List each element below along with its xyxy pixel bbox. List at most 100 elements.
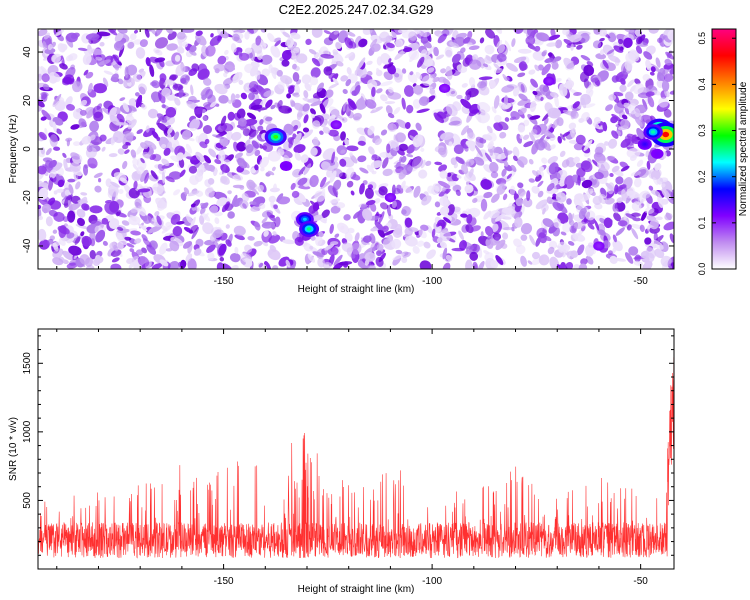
heatmap-cell (404, 122, 411, 129)
heatmap-cell (302, 129, 314, 139)
heatmap-cell (329, 223, 334, 234)
heatmap-x-tick-label: -50 (633, 276, 648, 287)
heatmap-cell (608, 94, 617, 101)
heatmap-cell (654, 163, 662, 171)
colorbar-tick-label: 0.5 (697, 32, 707, 45)
heatmap-cell (464, 94, 471, 101)
heatmap-cell (381, 225, 389, 233)
heatmap-cell (141, 234, 148, 242)
heatmap-cell (503, 226, 513, 231)
heatmap-cell (495, 236, 500, 242)
heatmap-cell (488, 79, 496, 89)
heatmap-cell (208, 148, 217, 158)
heatmap-cell (294, 83, 301, 94)
heatmap-x-tick-label: -150 (214, 276, 234, 287)
heatmap-cell (154, 211, 160, 217)
heatmap-cell (434, 201, 441, 208)
heatmap-cell (86, 145, 93, 153)
heatmap-cell (390, 141, 400, 152)
heatmap-cell (109, 200, 120, 213)
heatmap-cell (62, 216, 69, 223)
heatmap-cell (316, 82, 325, 93)
heatmap-cell (70, 152, 80, 160)
heatmap-cell (239, 199, 249, 209)
heatmap-cell (340, 131, 346, 141)
heatmap-cell (511, 38, 516, 48)
heatmap-cell (301, 74, 312, 85)
heatmap-cell (71, 80, 83, 93)
heatmap-cell (438, 188, 451, 197)
heatmap-cell (539, 84, 551, 97)
heatmap-cell (292, 72, 300, 82)
heatmap-cell (364, 187, 374, 199)
heatmap-cell (290, 182, 296, 190)
heatmap-cell (152, 183, 164, 195)
heatmap-cell (310, 67, 321, 78)
heatmap-cell (573, 156, 580, 164)
heatmap-cell (257, 184, 265, 192)
heatmap-cell (302, 103, 310, 112)
heatmap-cell (503, 147, 509, 158)
heatmap-cell (345, 167, 355, 179)
heatmap-cell (66, 262, 78, 269)
heatmap-cell (321, 209, 330, 218)
heatmap-hotspot (306, 227, 312, 231)
heatmap-cell (220, 175, 230, 185)
heatmap-hotspot (643, 142, 647, 146)
heatmap-cell (349, 85, 356, 94)
heatmap-cell (173, 189, 181, 196)
heatmap-cell (135, 94, 143, 108)
heatmap-cell (456, 64, 468, 73)
heatmap-cell (122, 160, 128, 170)
heatmap-cell (658, 97, 669, 108)
heatmap-cell (385, 105, 393, 115)
heatmap-cell (261, 68, 270, 77)
heatmap-cell (504, 117, 510, 122)
heatmap-cell (204, 187, 215, 198)
heatmap-cell (340, 75, 348, 82)
snr-x-tick-label: -50 (633, 576, 648, 587)
heatmap-cell (250, 167, 257, 174)
heatmap-cell (489, 161, 499, 173)
heatmap-cell (625, 213, 637, 220)
heatmap-cell (617, 220, 628, 227)
heatmap-cell (188, 165, 198, 174)
heatmap-cell (613, 45, 624, 53)
heatmap-hotspot (273, 134, 279, 139)
heatmap-cell (101, 217, 109, 225)
heatmap-cell (633, 177, 642, 188)
heatmap-y-tick-label: 0 (22, 146, 33, 152)
heatmap-cell (178, 158, 185, 168)
heatmap-cell (130, 207, 139, 213)
heatmap-cell (485, 29, 496, 39)
heatmap-cell (161, 143, 167, 149)
heatmap-cell (212, 239, 220, 249)
heatmap-cell (447, 180, 457, 187)
heatmap-cell (38, 187, 49, 200)
heatmap-cell (531, 185, 540, 194)
heatmap-cell (53, 211, 65, 222)
heatmap-cell (342, 89, 348, 94)
heatmap-cell (645, 150, 649, 157)
heatmap-cell (248, 92, 255, 101)
heatmap-cell (379, 151, 393, 159)
heatmap-cell (553, 218, 562, 229)
heatmap-cell (101, 146, 106, 152)
heatmap-cell (43, 32, 51, 40)
heatmap-cell (140, 157, 145, 164)
heatmap-cell (332, 77, 339, 86)
heatmap-cell (568, 122, 577, 130)
heatmap-cell (334, 233, 340, 238)
heatmap-cell (128, 261, 136, 269)
heatmap-cell (522, 134, 530, 141)
heatmap-cell (303, 114, 309, 124)
heatmap-hotspot (597, 244, 601, 248)
heatmap-cell (262, 142, 274, 152)
heatmap-cell (270, 45, 281, 58)
heatmap-cell (219, 137, 229, 147)
heatmap-cell (51, 241, 61, 247)
heatmap-cell (318, 231, 324, 237)
heatmap-cell (468, 168, 474, 179)
heatmap-cell (646, 160, 651, 170)
heatmap-y-axis-label: Frequency (Hz) (8, 115, 19, 184)
